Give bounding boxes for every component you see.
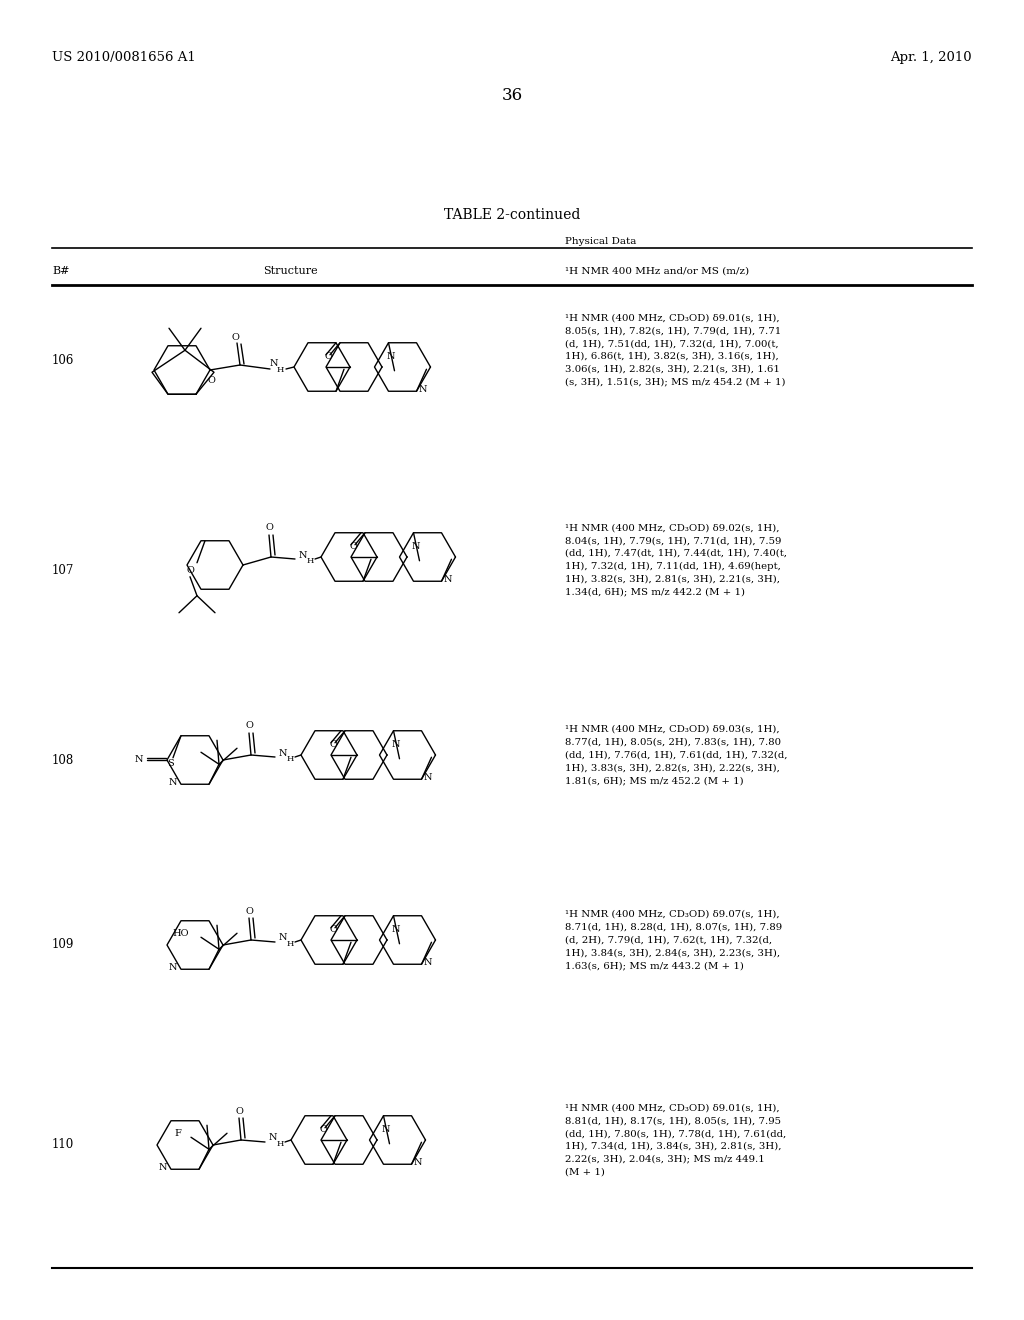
Text: N: N	[391, 925, 399, 935]
Text: ¹H NMR (400 MHz, CD₃OD) δ9.03(s, 1H),
8.77(d, 1H), 8.05(s, 2H), 7.83(s, 1H), 7.8: ¹H NMR (400 MHz, CD₃OD) δ9.03(s, 1H), 8.…	[565, 725, 787, 785]
Text: O: O	[329, 925, 337, 935]
Text: ¹H NMR (400 MHz, CD₃OD) δ9.01(s, 1H),
8.81(d, 1H), 8.17(s, 1H), 8.05(s, 1H), 7.9: ¹H NMR (400 MHz, CD₃OD) δ9.01(s, 1H), 8.…	[565, 1104, 786, 1176]
Text: 107: 107	[52, 564, 75, 577]
Text: 110: 110	[52, 1138, 75, 1151]
Text: N: N	[299, 550, 307, 560]
Text: N: N	[391, 741, 399, 750]
Text: O: O	[231, 333, 239, 342]
Text: N: N	[269, 359, 279, 368]
Text: N: N	[418, 384, 427, 393]
Text: O: O	[265, 524, 273, 532]
Text: N: N	[279, 748, 288, 758]
Text: O: O	[245, 907, 253, 916]
Text: N: N	[279, 933, 288, 942]
Text: F: F	[174, 1129, 181, 1138]
Text: B#: B#	[52, 267, 70, 276]
Text: N: N	[414, 1158, 422, 1167]
Text: N: N	[169, 777, 177, 787]
Text: 36: 36	[502, 87, 522, 103]
Text: H: H	[287, 755, 294, 763]
Text: O: O	[324, 352, 332, 362]
Text: N: N	[443, 574, 452, 583]
Text: H: H	[276, 1140, 284, 1148]
Text: 108: 108	[52, 754, 75, 767]
Text: TABLE 2-continued: TABLE 2-continued	[443, 209, 581, 222]
Text: US 2010/0081656 A1: US 2010/0081656 A1	[52, 51, 196, 65]
Text: ¹H NMR (400 MHz, CD₃OD) δ9.01(s, 1H),
8.05(s, 1H), 7.82(s, 1H), 7.79(d, 1H), 7.7: ¹H NMR (400 MHz, CD₃OD) δ9.01(s, 1H), 8.…	[565, 313, 785, 387]
Text: ¹H NMR 400 MHz and/or MS (m/z): ¹H NMR 400 MHz and/or MS (m/z)	[565, 267, 750, 276]
Text: 109: 109	[52, 939, 75, 952]
Text: O: O	[329, 741, 337, 750]
Text: O: O	[186, 566, 194, 576]
Text: ¹H NMR (400 MHz, CD₃OD) δ9.02(s, 1H),
8.04(s, 1H), 7.79(s, 1H), 7.71(d, 1H), 7.5: ¹H NMR (400 MHz, CD₃OD) δ9.02(s, 1H), 8.…	[565, 523, 787, 597]
Text: 106: 106	[52, 354, 75, 367]
Text: N: N	[412, 543, 420, 552]
Text: HO: HO	[172, 929, 189, 937]
Text: Structure: Structure	[263, 267, 317, 276]
Text: S: S	[168, 759, 174, 768]
Text: H: H	[306, 557, 313, 565]
Text: N: N	[268, 1134, 278, 1143]
Text: ¹H NMR (400 MHz, CD₃OD) δ9.07(s, 1H),
8.71(d, 1H), 8.28(d, 1H), 8.07(s, 1H), 7.8: ¹H NMR (400 MHz, CD₃OD) δ9.07(s, 1H), 8.…	[565, 909, 782, 970]
Text: Physical Data: Physical Data	[565, 238, 636, 247]
Text: O: O	[319, 1125, 327, 1134]
Text: N: N	[159, 1163, 167, 1172]
Text: H: H	[287, 940, 294, 948]
Text: N: N	[423, 958, 432, 966]
Text: N: N	[386, 352, 394, 362]
Text: Apr. 1, 2010: Apr. 1, 2010	[891, 51, 972, 65]
Text: N: N	[169, 962, 177, 972]
Text: N: N	[423, 772, 432, 781]
Text: N: N	[135, 755, 143, 763]
Text: O: O	[236, 1106, 243, 1115]
Text: O: O	[245, 722, 253, 730]
Text: H: H	[276, 366, 284, 374]
Text: O: O	[349, 543, 357, 552]
Text: O: O	[207, 376, 215, 384]
Text: N: N	[381, 1125, 390, 1134]
